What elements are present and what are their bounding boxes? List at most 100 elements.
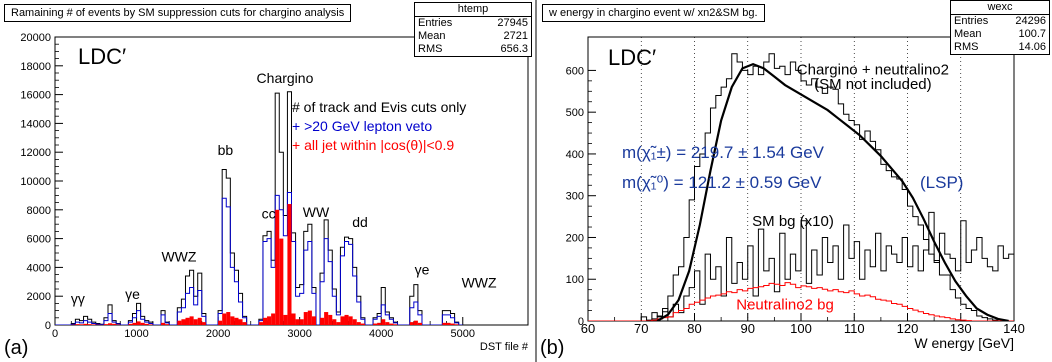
hist-bar-red <box>128 323 133 325</box>
hist-bar-red <box>181 319 186 325</box>
stats-mean: 100.7 <box>1018 28 1046 40</box>
hist-bar-red <box>311 316 316 325</box>
annotation: (SM not included) <box>814 76 932 93</box>
hist-bar-red <box>385 322 390 325</box>
x-tick-label: 110 <box>844 321 865 336</box>
y-tick-label: 500 <box>566 107 584 119</box>
hist-bar-red <box>177 320 182 325</box>
hist-bar-red <box>291 313 296 325</box>
stats-rms-row: RMS 14.06 <box>954 41 1046 53</box>
panel-b: 0 100 200 300 400 500 600 60 70 80 90 100 110 120 130 1… <box>540 36 1025 359</box>
x-tick-label: 70 <box>634 321 648 336</box>
stats-rms: 14.06 <box>1018 41 1046 53</box>
y-tick-label: 12000 <box>20 147 51 159</box>
panel-label: (a) <box>4 337 28 359</box>
hist-series-2 <box>588 282 1014 321</box>
x-tick-label: 130 <box>950 321 972 336</box>
hist-bar-red <box>356 322 361 325</box>
stats-rms: 656.3 <box>500 43 528 55</box>
panel-b-title: w energy in chargino event w/ xn2&SM bg. <box>542 4 765 22</box>
hist-bar-red <box>140 322 145 325</box>
y-tick-label: 4000 <box>27 262 51 274</box>
hist-bar-red <box>238 319 243 325</box>
hist-bar-red <box>87 324 92 325</box>
legend-entry: # of track and Evis cuts only <box>292 99 466 115</box>
hist-bar-red <box>442 322 447 325</box>
y-tick-label: 2000 <box>27 291 51 303</box>
hist-bar-red <box>344 314 349 325</box>
stats-name: htemp <box>415 3 531 17</box>
annotation: bb <box>218 142 234 158</box>
x-tick-label: 60 <box>581 321 595 336</box>
hist-bar-red <box>230 316 235 325</box>
stats-entries: 27945 <box>497 17 528 29</box>
hist-bar-red <box>112 323 117 325</box>
annotation: γe <box>125 286 140 302</box>
x-tick-label: 2000 <box>206 328 230 340</box>
hist-bar-red <box>303 312 308 325</box>
hist-bar-red <box>226 312 231 325</box>
hist-bar-red <box>79 324 84 325</box>
hist-bar-red <box>279 238 284 325</box>
annotation: SM bg (x10) <box>752 213 834 230</box>
hist-bar-red <box>283 314 288 325</box>
ldc-logo: LDC′ <box>608 45 656 70</box>
hist-bar-red <box>299 319 304 325</box>
hist-bar-red <box>275 209 280 325</box>
panel-b-stats: wexc Entries 24296 Mean 100.7 RMS 14.06 <box>950 0 1050 55</box>
y-tick-label: 20000 <box>20 32 51 44</box>
hist-bar-red <box>389 323 394 325</box>
y-tick-label: 600 <box>566 65 584 77</box>
formula-lsp: (LSP) <box>920 173 963 192</box>
hist-bar-red <box>201 322 206 325</box>
y-tick-label: 300 <box>566 191 584 203</box>
annotation: Neutralino2 bg <box>736 296 834 313</box>
hist-bar-red <box>324 312 329 325</box>
hist-bar-red <box>234 317 239 325</box>
x-tick-label: 1000 <box>124 328 148 340</box>
y-tick-label: 8000 <box>27 205 51 217</box>
hist-bar-red <box>320 317 325 325</box>
hist-bar-red <box>413 320 418 325</box>
hist-bar-red <box>271 313 276 325</box>
hist-bar-red <box>377 322 382 325</box>
x-tick-label: 5000 <box>451 328 475 340</box>
hist-bar-red <box>193 319 198 325</box>
hist-bar-red <box>336 322 341 325</box>
hist-bar-red <box>360 323 365 325</box>
hist-bar-red <box>185 317 190 325</box>
hist-bar-red <box>287 204 292 325</box>
hist-bar-red <box>393 324 398 325</box>
annotation: WWZ <box>462 275 497 291</box>
x-axis-label: DST file # <box>480 341 529 353</box>
hist-bar-red <box>165 324 170 325</box>
annotation: dd <box>352 214 368 230</box>
hist-bar-red <box>108 323 113 325</box>
hist-bar-red <box>328 314 333 325</box>
annotation: Chargino <box>257 70 314 86</box>
hist-series-0 <box>588 53 1014 321</box>
hist-bar-red <box>267 316 272 325</box>
hist-bar-red <box>91 324 96 325</box>
hist-bar-red <box>242 322 247 325</box>
x-tick-label: 140 <box>1003 321 1025 336</box>
hist-bar-red <box>222 313 227 325</box>
hist-bar-red <box>103 324 109 325</box>
panel-a-stats: htemp Entries 27945 Mean 2721 RMS 656.3 <box>414 2 532 57</box>
stats-mean-row: Mean 100.7 <box>954 28 1046 40</box>
series-group <box>55 91 463 325</box>
annotation: γe <box>415 262 430 278</box>
legend-entry: + all jet within |cos(θ)|<0.9 <box>292 137 454 153</box>
hist-bar-red <box>352 319 357 325</box>
hist-bar-red <box>262 317 268 325</box>
y-tick-label: 6000 <box>27 234 51 246</box>
panel-a-title: Ramaining # of events by SM suppression … <box>4 4 352 22</box>
stats-name: wexc <box>951 1 1049 15</box>
y-tick-label: 0 <box>578 316 584 328</box>
hist-bar-red <box>218 320 223 325</box>
y-tick-label: 400 <box>566 149 584 161</box>
hist-bar-red <box>340 316 345 325</box>
hist-bar-red <box>197 317 202 325</box>
y-tick-label: 200 <box>566 232 584 244</box>
